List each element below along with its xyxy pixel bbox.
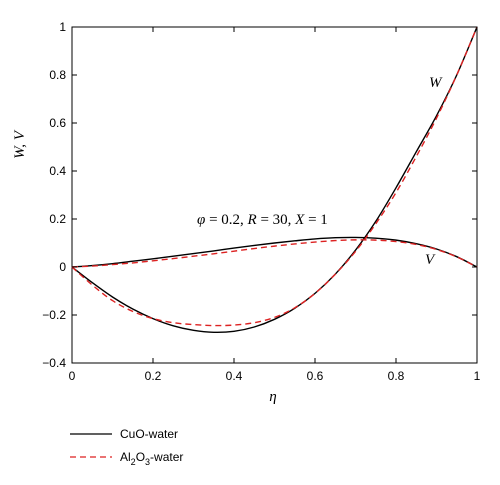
curves — [71, 26, 478, 334]
x-tick-label: 0.2 — [145, 369, 162, 383]
plot-area — [71, 26, 478, 364]
annotation-R: R — [247, 212, 257, 228]
ticks: 0 0.2 0.4 0.6 0.8 1 −0.4 −0.2 0 0.2 0.4 0.6 0.8 1 — [42, 20, 480, 383]
annotation-phi-value: = 0.2, — [205, 212, 247, 228]
series-cuo-v-line — [71, 236, 478, 268]
y-tick-label: −0.4 — [42, 356, 66, 370]
x-tick-label: 0.8 — [388, 369, 405, 383]
y-tick-label: −0.2 — [42, 308, 66, 322]
legend-al2o3-part3: -water — [150, 450, 183, 464]
series-cuo-w-line — [71, 26, 478, 334]
x-tick-label: 0.6 — [307, 369, 324, 383]
y-tick-label: 0.8 — [49, 68, 66, 82]
y-tick-label: 0.4 — [49, 164, 66, 178]
annotation-X: X — [294, 212, 305, 228]
y-tick-label: 0 — [59, 260, 66, 274]
legend-al2o3-part2: O — [136, 450, 145, 464]
annotation-R-value: = 30, — [257, 212, 295, 228]
annotation-X-value: = 1 — [304, 212, 327, 228]
plot-frame — [71, 26, 478, 364]
x-tick-label: 0 — [69, 369, 76, 383]
series-al2o3-w-line — [71, 26, 478, 327]
legend-label-al2o3: Al2O3-water — [120, 450, 183, 467]
legend-al2o3-sub2: 3 — [145, 457, 150, 467]
y-tick-label: 0.2 — [49, 212, 66, 226]
legend-label-cuo: CuO-water — [120, 427, 178, 441]
x-axis-label: η — [269, 389, 276, 405]
curve-label-W: W — [429, 75, 443, 91]
y-tick-label: 1 — [59, 20, 66, 34]
legend: CuO-water Al2O3-water — [70, 427, 183, 467]
legend-al2o3-part1: Al — [120, 450, 131, 464]
y-axis-label: W, V — [12, 129, 28, 159]
x-tick-label: 0.4 — [226, 369, 243, 383]
annotation-phi: φ — [197, 212, 205, 228]
x-tick-label: 1 — [474, 369, 481, 383]
legend-al2o3-sub1: 2 — [131, 457, 136, 467]
series-al2o3-v-line — [71, 239, 478, 268]
parameter-annotation: φ = 0.2, R = 30, X = 1 — [197, 212, 328, 228]
curve-label-V: V — [425, 252, 436, 268]
y-tick-label: 0.6 — [49, 116, 66, 130]
